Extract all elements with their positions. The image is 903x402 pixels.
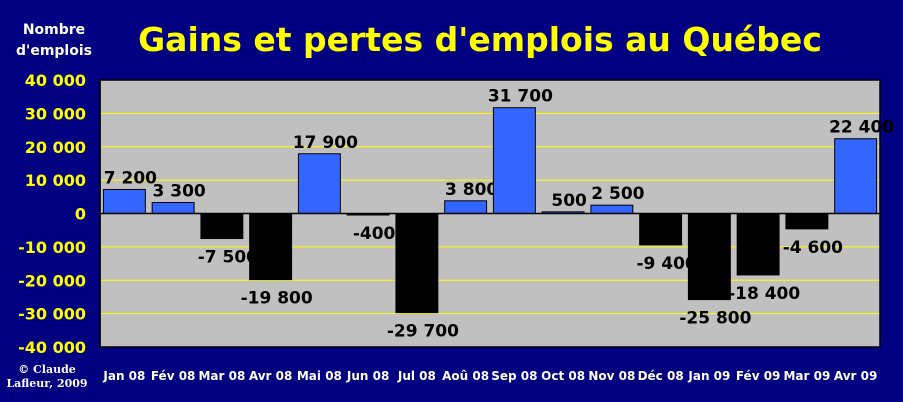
x-tick-label: Avr 09 (834, 369, 877, 383)
bar (736, 213, 780, 276)
data-label: 3 300 (153, 181, 206, 201)
x-tick-label: Oct 08 (541, 369, 585, 383)
x-tick-label: Fév 09 (736, 369, 781, 383)
bar (834, 138, 878, 215)
data-label: -400 (353, 224, 396, 244)
x-tick-label: Avr 08 (249, 369, 292, 383)
bar (297, 153, 341, 214)
bar (492, 107, 536, 214)
x-tick-label: Nov 08 (588, 369, 635, 383)
bar (444, 200, 488, 215)
bar (200, 213, 244, 240)
x-tick-label: Jan 09 (687, 369, 730, 383)
y-axis-title-line-1: Nombre (22, 22, 86, 38)
data-label: 17 900 (293, 133, 358, 153)
x-tick-label: Sep 08 (491, 369, 537, 383)
chart-title: Gains et pertes d'emplois au Québec (138, 20, 822, 59)
credit: © Claude Lafleur, 2009 (2, 363, 92, 391)
x-tick-label: Mar 09 (783, 369, 830, 383)
data-label: -4 600 (783, 238, 843, 258)
bar (639, 213, 683, 246)
y-tick-label: 20 000 (25, 138, 86, 157)
y-tick-label: 0 (75, 205, 86, 224)
data-label: 22 400 (829, 118, 894, 138)
data-label: 2 500 (591, 184, 644, 204)
data-label: -18 400 (728, 284, 800, 304)
x-tick-label: Mar 08 (198, 369, 245, 383)
credit-line-1: © Claude (18, 363, 76, 376)
x-tick-label: Jun 08 (346, 369, 389, 383)
x-tick-label: Jul 08 (397, 369, 436, 383)
y-tick-label: 30 000 (25, 104, 86, 123)
data-label: -25 800 (679, 309, 751, 329)
y-axis-title: Nombre d'emplois (4, 20, 104, 62)
bar (785, 213, 829, 230)
y-tick-label: 40 000 (25, 71, 86, 90)
data-label: -7 500 (198, 248, 258, 268)
y-tick-label: 10 000 (25, 171, 86, 190)
bar (395, 213, 439, 314)
x-tick-label: Fév 08 (151, 369, 196, 383)
x-tick-label: Aoû 08 (442, 369, 489, 383)
x-tick-label: Mai 08 (297, 369, 342, 383)
y-tick-label: -30 000 (18, 305, 86, 324)
y-tick-label: -10 000 (18, 238, 86, 257)
x-tick-label: Jan 08 (102, 369, 145, 383)
data-label: -19 800 (241, 289, 313, 309)
credit-line-2: Lafleur, 2009 (6, 377, 88, 390)
y-tick-label: -40 000 (18, 338, 86, 357)
data-label: -9 400 (636, 254, 696, 274)
data-label: 31 700 (488, 87, 553, 107)
data-label: -29 700 (387, 322, 459, 342)
bar (151, 201, 195, 215)
x-tick-label: Déc 08 (638, 369, 684, 383)
bar (249, 213, 293, 281)
data-label: 3 800 (445, 180, 498, 200)
y-tick-label: -20 000 (18, 271, 86, 290)
bar (102, 188, 146, 215)
y-axis-title-line-2: d'emplois (16, 43, 92, 59)
data-label: 500 (551, 191, 587, 211)
bar (590, 204, 634, 214)
bar (687, 213, 731, 301)
data-label: 7 200 (104, 168, 157, 188)
